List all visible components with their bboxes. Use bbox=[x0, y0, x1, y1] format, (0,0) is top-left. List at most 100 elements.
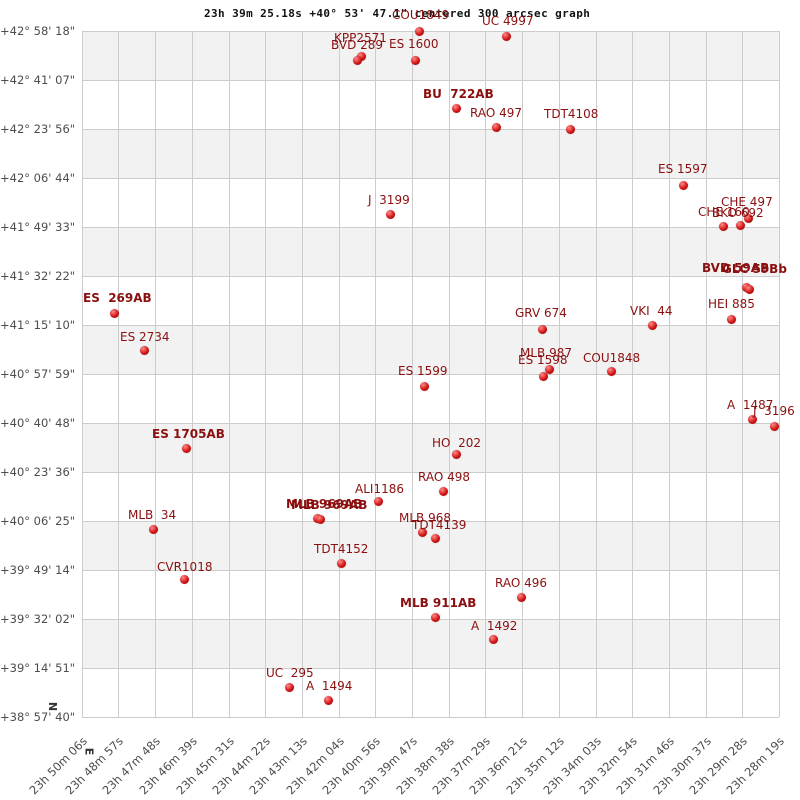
star-dot bbox=[537, 324, 547, 334]
star-label: VKI 44 bbox=[630, 304, 673, 318]
star-label: RAO 498 bbox=[418, 470, 471, 484]
star-dot bbox=[451, 103, 461, 113]
star-label: ES 1600 bbox=[389, 37, 439, 51]
star-label: ES 1597 bbox=[658, 162, 708, 176]
star-dot bbox=[148, 524, 158, 534]
star-dot bbox=[718, 221, 728, 231]
y-axis-tick-label: +39° 32' 02" bbox=[0, 612, 76, 626]
star-label: MLB 968 bbox=[399, 511, 451, 525]
star-dot bbox=[315, 514, 325, 524]
star-dot bbox=[284, 682, 294, 692]
star-dot bbox=[356, 51, 366, 61]
chart-title: 23h 39m 25.18s +40° 53' 47.1" centered 3… bbox=[204, 7, 591, 20]
star-dot bbox=[430, 533, 440, 543]
dec-band bbox=[82, 619, 779, 668]
compass-east-marker: E bbox=[82, 747, 96, 756]
star-label: BU 722AB bbox=[423, 87, 494, 101]
star-label: ES 1599 bbox=[398, 364, 448, 378]
star-label: MLB 969AB bbox=[291, 498, 368, 512]
star-dot bbox=[735, 220, 745, 230]
star-dot bbox=[491, 122, 501, 132]
star-dot bbox=[385, 209, 395, 219]
star-dot bbox=[438, 486, 448, 496]
star-dot bbox=[336, 558, 346, 568]
star-dot bbox=[181, 443, 191, 453]
grid-line-horizontal bbox=[82, 521, 779, 522]
star-label: RAO 497 bbox=[470, 106, 523, 120]
y-axis-tick-label: +41° 15' 10" bbox=[0, 318, 76, 332]
star-label: HEI 885 bbox=[708, 297, 755, 311]
star-label: COU1849 bbox=[392, 8, 450, 22]
star-label: KPP2571 bbox=[334, 31, 387, 45]
grid-line-horizontal bbox=[82, 80, 779, 81]
star-dot bbox=[516, 592, 526, 602]
star-dot bbox=[538, 371, 548, 381]
star-label: TDT4139 bbox=[412, 518, 467, 532]
star-dot bbox=[414, 26, 424, 36]
y-axis-tick-label: +38° 57' 40" bbox=[0, 710, 76, 724]
star-label: HO 202 bbox=[432, 436, 482, 450]
star-dot bbox=[743, 213, 753, 223]
star-label: ES 2734 bbox=[120, 330, 170, 344]
star-dot bbox=[726, 314, 736, 324]
grid-line-horizontal bbox=[82, 717, 779, 718]
star-dot bbox=[747, 414, 757, 424]
star-label: CVR1018 bbox=[157, 560, 213, 574]
dec-band bbox=[82, 227, 779, 276]
star-dot bbox=[417, 527, 427, 537]
star-label: CHE 497 bbox=[721, 195, 773, 209]
star-label: J 3196 bbox=[753, 404, 795, 418]
star-label: UC 4997 bbox=[482, 14, 534, 28]
star-dot bbox=[488, 634, 498, 644]
star-label: ES 269AB bbox=[83, 291, 152, 305]
star-dot bbox=[109, 308, 119, 318]
star-dot bbox=[606, 366, 616, 376]
star-label: TDT4152 bbox=[314, 542, 369, 556]
compass-north-marker: N bbox=[46, 701, 60, 712]
dec-band bbox=[82, 276, 779, 325]
grid-line-horizontal bbox=[82, 570, 779, 571]
star-label: GLC 59Bb bbox=[722, 262, 787, 276]
star-label: A 1487 bbox=[727, 398, 774, 412]
star-dot bbox=[179, 574, 189, 584]
y-axis-tick-label: +40° 57' 59" bbox=[0, 367, 76, 381]
star-dot bbox=[410, 55, 420, 65]
y-axis-tick-label: +42° 58' 18" bbox=[0, 24, 76, 38]
y-axis-tick-label: +39° 14' 51" bbox=[0, 661, 76, 675]
dec-band bbox=[82, 521, 779, 570]
star-label: MLB 969AB bbox=[286, 497, 363, 511]
star-label: J 3199 bbox=[368, 193, 410, 207]
star-label: A 1492 bbox=[471, 619, 518, 633]
y-axis-tick-label: +42° 06' 44" bbox=[0, 171, 76, 185]
grid-line-horizontal bbox=[82, 325, 779, 326]
star-dot bbox=[430, 612, 440, 622]
star-dot bbox=[565, 124, 575, 134]
star-dot bbox=[647, 320, 657, 330]
star-label: ES 1598 bbox=[518, 353, 568, 367]
star-dot bbox=[323, 695, 333, 705]
dec-band bbox=[82, 668, 779, 717]
star-label: RAO 496 bbox=[495, 576, 548, 590]
star-dot bbox=[373, 496, 383, 506]
grid-line-horizontal bbox=[82, 129, 779, 130]
dec-band bbox=[82, 423, 779, 472]
star-label: MLB 987 bbox=[520, 346, 572, 360]
grid-line-horizontal bbox=[82, 423, 779, 424]
grid-line-horizontal bbox=[82, 178, 779, 179]
star-label: ALI1186 bbox=[355, 482, 404, 496]
star-dot bbox=[678, 180, 688, 190]
star-label: BVD 59AB bbox=[702, 261, 770, 275]
y-axis-tick-label: +40° 23' 36" bbox=[0, 465, 76, 479]
dec-band bbox=[82, 374, 779, 423]
star-label: A 1494 bbox=[306, 679, 353, 693]
star-label: BVD 289 bbox=[331, 38, 384, 52]
star-label: BKO 692 bbox=[712, 206, 764, 220]
star-dot bbox=[419, 381, 429, 391]
star-dot bbox=[501, 31, 511, 41]
dec-band bbox=[82, 31, 779, 80]
y-axis-tick-label: +40° 40' 48" bbox=[0, 416, 76, 430]
star-dot bbox=[544, 364, 554, 374]
star-dot bbox=[769, 421, 779, 431]
star-label: UC 295 bbox=[266, 666, 314, 680]
